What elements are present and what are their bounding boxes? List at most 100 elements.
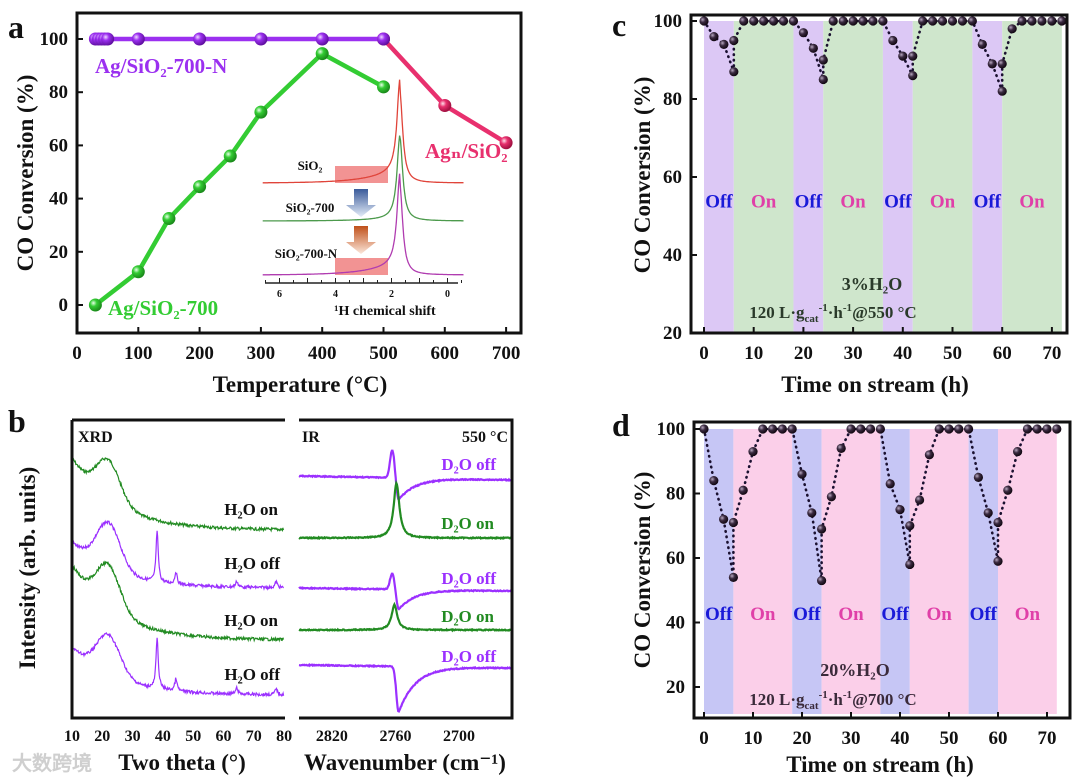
panel-d-ticks: 0 10 20 30 40 50 60 70 20 40 60 80 100 — [657, 419, 1057, 749]
data-point — [778, 16, 789, 26]
ir-x-tick-label: 2700 — [443, 728, 475, 745]
data-point — [788, 16, 799, 26]
data-point — [798, 28, 809, 38]
data-point — [997, 59, 1007, 69]
band-off — [704, 21, 734, 333]
panel-c-y-axis-title: CO Conversion (%) — [630, 77, 655, 274]
ir-trace-0 — [298, 449, 513, 502]
y-tick-label: 0 — [59, 295, 69, 316]
panel-d-x-axis-title: Time on stream (h) — [786, 752, 974, 777]
y-tick-label: 20 — [666, 677, 685, 698]
inset-tick-label: 6 — [277, 289, 282, 300]
cond-sup: -1 — [843, 689, 852, 701]
data-point — [88, 298, 102, 312]
data-point — [162, 212, 176, 226]
data-point — [888, 35, 898, 46]
data-point — [193, 32, 207, 46]
data-point — [223, 149, 237, 163]
panel-a-plot-area — [88, 32, 513, 312]
data-point — [719, 39, 729, 50]
data-point — [875, 424, 886, 434]
y-tick-label: 40 — [49, 189, 68, 210]
x-tick-label: 700 — [492, 343, 521, 364]
cond-sub: cat — [805, 700, 819, 712]
data-point — [739, 16, 749, 26]
inset-spectra — [262, 79, 464, 276]
x-tick-label: 30 — [842, 728, 861, 749]
data-point — [1003, 485, 1013, 495]
data-point — [918, 16, 928, 26]
data-point — [768, 424, 778, 434]
data-point — [944, 424, 954, 434]
inset-tick-label: 0 — [445, 289, 450, 300]
x-tick-label: 10 — [744, 343, 763, 364]
cond-text: ·h — [828, 690, 844, 709]
data-point — [977, 39, 987, 50]
panel-c-x-axis-title: Time on stream (h) — [781, 372, 969, 397]
x-tick-label: 20 — [794, 343, 813, 364]
panel-c-water-label: 3%H₂O — [842, 274, 902, 294]
data-point — [836, 443, 846, 453]
band-label-on: On — [840, 191, 866, 212]
band-label-off: Off — [974, 191, 1002, 212]
data-point — [954, 424, 964, 434]
x-tick-label: 100 — [124, 343, 153, 364]
band-label-on: On — [927, 604, 953, 625]
x-tick-label: 500 — [369, 343, 398, 364]
inset-label-sio2-700: SiO₂-700 — [286, 200, 335, 215]
cond-text: @550 °C — [852, 303, 917, 322]
cond-text: @700 °C — [852, 690, 917, 709]
x-tick-label: 10 — [744, 728, 763, 749]
y-tick-label: 40 — [663, 245, 682, 266]
cond-sup: -1 — [819, 302, 828, 314]
band-on — [821, 429, 881, 714]
band-label-off: Off — [884, 191, 912, 212]
ir-temperature-label: 550 °C — [462, 429, 508, 446]
cond-text: 120 L·g — [749, 303, 805, 322]
data-point — [964, 424, 974, 434]
band-on — [909, 429, 969, 714]
data-point — [768, 16, 779, 26]
cond-sup: -1 — [843, 302, 852, 314]
data-point — [1017, 16, 1027, 26]
data-point — [759, 16, 769, 26]
band-label-off: Off — [705, 604, 733, 625]
xrd-x-tick-label: 40 — [155, 728, 171, 745]
panel-a-y-axis-title: CO Conversion (%) — [13, 75, 38, 272]
panel-c: c Off On Off On Off On Off On 0 10 20 30 40 50 60 70 20… — [612, 7, 1069, 397]
data-point — [699, 16, 709, 26]
data-point — [997, 86, 1007, 96]
panel-b-y-axis-title: Intensity (arb. units) — [15, 467, 40, 670]
y-tick-label: 80 — [666, 484, 685, 505]
series-label-agn-sio2: Agₙ/SiO₂ — [425, 139, 508, 163]
data-point — [1027, 16, 1037, 26]
band-label-on: On — [750, 604, 776, 625]
data-point — [817, 575, 827, 586]
data-point — [898, 51, 908, 61]
y-tick-label: 40 — [666, 613, 685, 634]
band-label-on: On — [1019, 191, 1045, 212]
band-label-on: On — [1015, 604, 1041, 625]
x-tick-label: 0 — [699, 728, 709, 749]
data-point — [828, 16, 838, 26]
band-on — [1002, 21, 1062, 333]
data-point — [131, 265, 145, 279]
y-tick-label: 20 — [663, 323, 682, 344]
xrd-trace-3 — [71, 632, 285, 698]
ir-trace-2 — [298, 572, 513, 611]
data-point — [807, 508, 817, 518]
ir-trace-4 — [298, 662, 513, 713]
ir-trace-label-4: D₂O on — [441, 607, 494, 626]
data-point — [973, 472, 984, 482]
x-tick-label: 50 — [940, 728, 959, 749]
cond-sub: cat — [805, 313, 819, 325]
band-label-off: Off — [881, 604, 909, 625]
series-dotted-line — [702, 427, 1059, 581]
band-off — [972, 21, 1003, 333]
panel-letter-c: c — [612, 7, 626, 43]
xrd-trace-2 — [71, 560, 285, 643]
data-point — [131, 32, 145, 46]
data-point — [808, 43, 818, 53]
xrd-x-tick-label: 20 — [94, 728, 110, 745]
